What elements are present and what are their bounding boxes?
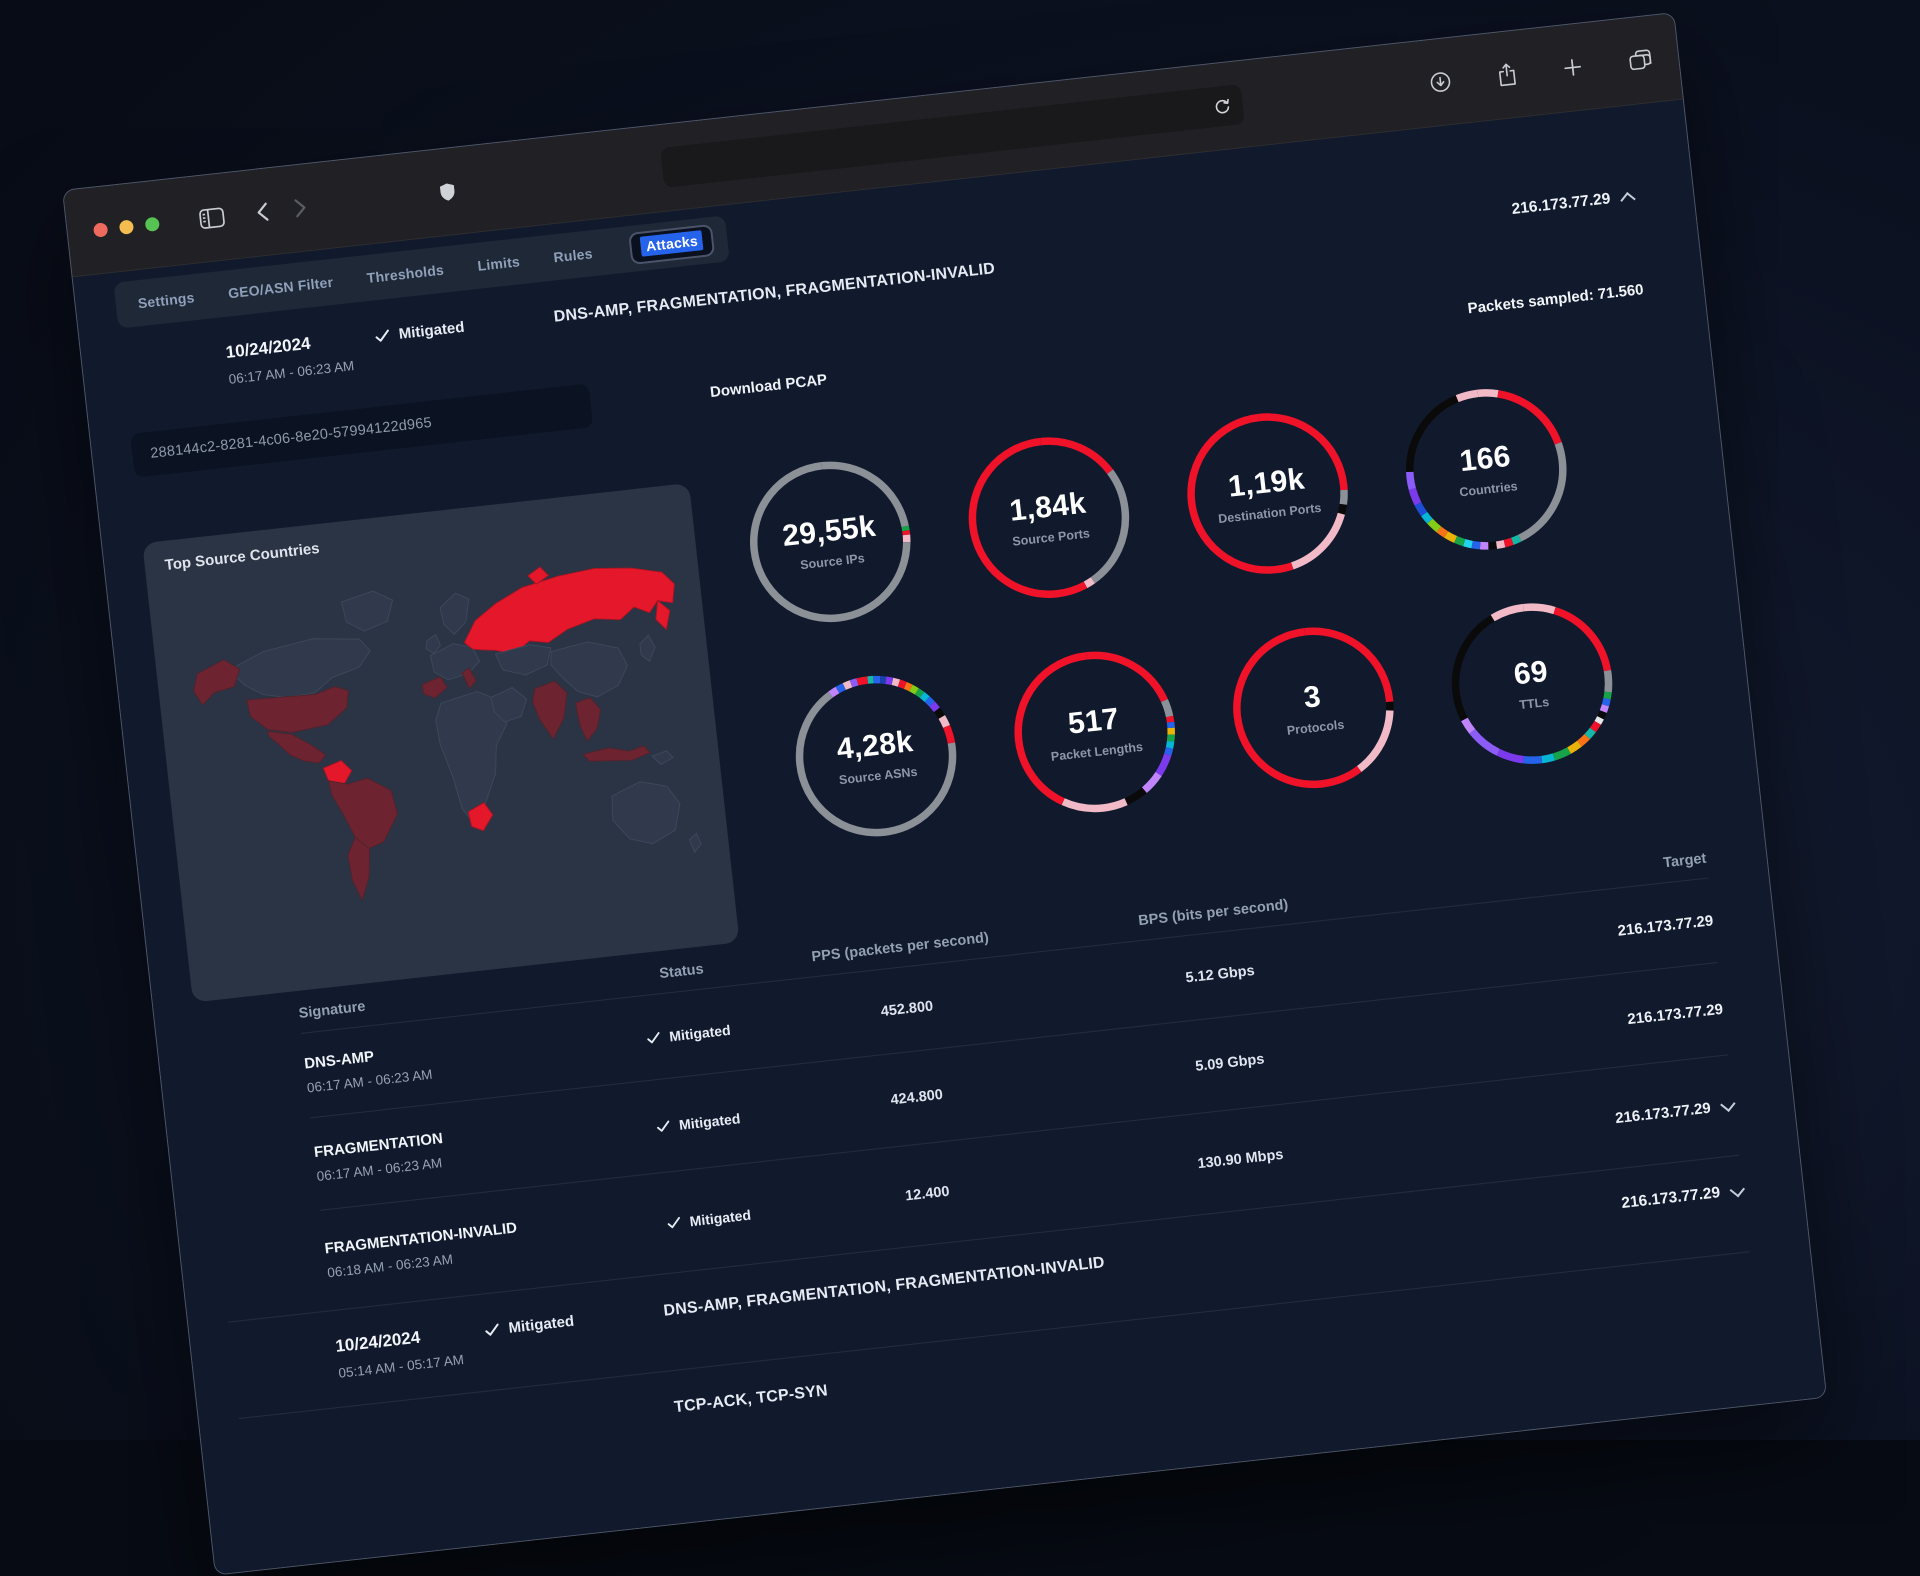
attack-date-block: 10/24/2024 06:17 AM - 06:23 AM <box>225 327 379 387</box>
chevron-up-icon[interactable] <box>1620 191 1635 206</box>
tab-overview-icon[interactable] <box>1627 48 1653 73</box>
zoom-button[interactable] <box>145 217 160 232</box>
chevron-down-icon[interactable] <box>1730 1182 1745 1197</box>
row-target: 216.173.77.29 <box>1398 912 1714 964</box>
row-target: 216.173.77.29 <box>1408 1000 1724 1052</box>
share-icon[interactable] <box>1496 62 1519 88</box>
downloads-icon[interactable] <box>1428 70 1452 94</box>
shield-icon <box>439 181 457 202</box>
back-button-icon[interactable] <box>256 202 270 223</box>
check-icon <box>646 1031 661 1044</box>
attack-target[interactable]: 216.173.77.29 <box>1621 1182 1744 1213</box>
status-label: Mitigated <box>508 1313 575 1337</box>
chevron-down-icon[interactable] <box>1720 1096 1735 1111</box>
check-icon <box>374 329 390 344</box>
tab-thresholds[interactable]: Thresholds <box>366 262 445 286</box>
tab-limits[interactable]: Limits <box>477 253 521 274</box>
top-source-countries-panel: Top Source Countries <box>142 483 739 1003</box>
download-pcap-button[interactable]: Download PCAP <box>709 371 828 401</box>
toolbar-actions <box>1428 47 1653 95</box>
minimize-button[interactable] <box>119 219 134 234</box>
status-badge: Mitigated <box>484 1303 665 1340</box>
sidebar-toggle-icon[interactable] <box>198 206 226 230</box>
close-button[interactable] <box>93 222 108 237</box>
col-status: Status <box>659 961 705 982</box>
dashboard: Settings GEO/ASN Filter Thresholds Limit… <box>73 100 1827 1576</box>
col-bps: BPS (bits per second) <box>1138 897 1290 929</box>
check-icon <box>656 1120 671 1133</box>
attack-target[interactable]: 216.173.77.29 <box>1511 188 1634 219</box>
attack-id-field[interactable]: 288144c2-8281-4c06-8e20-57994122d965 <box>130 383 593 477</box>
attack-date-block: 10/24/2024 05:14 AM - 05:17 AM <box>335 1321 489 1381</box>
tab-settings[interactable]: Settings <box>137 289 195 311</box>
world-map <box>166 524 716 970</box>
packets-sampled: Packets sampled: 71.560 <box>1467 281 1645 317</box>
col-target: Target <box>1662 851 1707 872</box>
status-label: Mitigated <box>398 319 465 343</box>
status-badge: Mitigated <box>374 309 555 346</box>
forward-button-icon[interactable] <box>293 197 307 218</box>
tab-rules[interactable]: Rules <box>553 245 594 265</box>
check-icon <box>484 1323 500 1338</box>
window-controls <box>93 217 160 238</box>
check-icon <box>666 1216 681 1229</box>
tab-geo-asn-filter[interactable]: GEO/ASN Filter <box>227 274 334 301</box>
tab-attacks[interactable]: Attacks <box>628 224 715 265</box>
target-ip: 216.173.77.29 <box>1621 1184 1722 1213</box>
row-target: 216.173.77.29 <box>1418 1097 1734 1149</box>
browser-window: Settings GEO/ASN Filter Thresholds Limit… <box>62 12 1827 1576</box>
attack-id: 288144c2-8281-4c06-8e20-57994122d965 <box>150 415 433 462</box>
new-tab-icon[interactable] <box>1562 56 1584 78</box>
target-ip: 216.173.77.29 <box>1511 190 1612 219</box>
reload-icon[interactable] <box>1213 97 1232 116</box>
